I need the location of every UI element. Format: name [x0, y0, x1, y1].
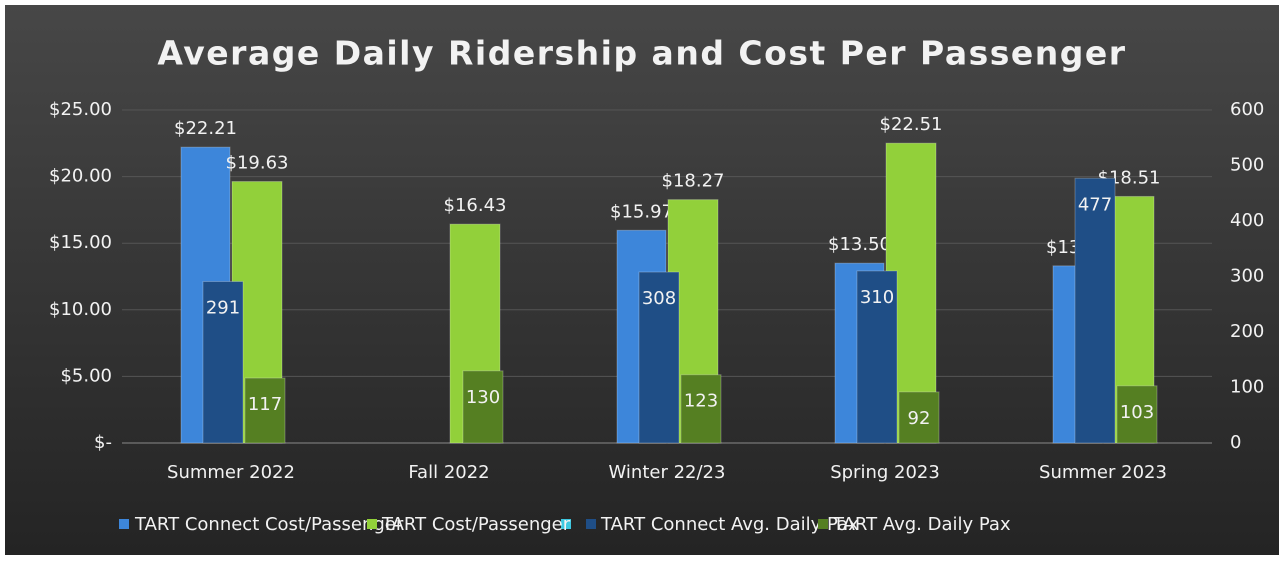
legend-marker: [367, 519, 377, 529]
y-tick-label: $20.00: [49, 166, 112, 187]
bar: [680, 374, 722, 444]
data-label: 130: [466, 387, 500, 408]
legend-label: TART Connect Cost/Passenger: [134, 514, 404, 535]
data-label: $16.43: [444, 195, 507, 216]
data-label: 308: [642, 288, 676, 309]
data-label: $22.21: [174, 118, 237, 139]
y2-tick-label: 600: [1230, 99, 1264, 120]
chart-title: Average Daily Ridership and Cost Per Pas…: [157, 34, 1126, 73]
x-tick-label: Summer 2023: [1039, 462, 1167, 483]
y2-tick-label: 500: [1230, 155, 1264, 176]
data-label: 123: [684, 391, 718, 412]
data-label: $19.63: [226, 153, 289, 174]
data-label: 103: [1120, 402, 1154, 423]
legend-label: TART Connect Avg. Daily Pax: [600, 514, 859, 535]
legend-marker: [119, 519, 129, 529]
bar: [856, 270, 898, 444]
bar: [1074, 177, 1116, 444]
data-label: $13.50: [828, 234, 891, 255]
x-tick-label: Fall 2022: [408, 462, 489, 483]
y-tick-label: $15.00: [49, 232, 112, 253]
legend-label: TART Cost/Passenger: [381, 514, 571, 535]
bar: [898, 391, 940, 444]
y2-tick-label: 0: [1230, 432, 1241, 453]
x-tick-label: Winter 22/23: [609, 462, 726, 483]
data-label: 477: [1078, 194, 1112, 215]
data-label: $18.27: [662, 171, 725, 192]
legend-marker: [561, 519, 571, 529]
bar: [638, 271, 680, 444]
y2-tick-label: 100: [1230, 377, 1264, 398]
legend-marker: [818, 519, 828, 529]
data-label: 117: [248, 394, 282, 415]
y-tick-label: $-: [94, 432, 112, 453]
data-label: 291: [206, 297, 240, 318]
bar: [1116, 385, 1158, 444]
x-tick-label: Summer 2022: [167, 462, 295, 483]
legend-label: TART Avg. Daily Pax: [832, 514, 1011, 535]
bar: [244, 377, 286, 444]
y-tick-label: $25.00: [49, 99, 112, 120]
data-label: $15.97: [610, 201, 673, 222]
y2-tick-label: 200: [1230, 321, 1264, 342]
data-label: $22.51: [880, 114, 943, 135]
data-label: 92: [908, 408, 931, 429]
data-label: 310: [860, 287, 894, 308]
x-tick-label: Spring 2023: [830, 462, 940, 483]
y2-tick-label: 300: [1230, 266, 1264, 287]
bar: [462, 370, 504, 444]
y2-tick-label: 400: [1230, 210, 1264, 231]
bar: [202, 280, 244, 444]
y-tick-label: $5.00: [60, 365, 112, 386]
legend-marker: [586, 519, 596, 529]
y-tick-label: $10.00: [49, 299, 112, 320]
